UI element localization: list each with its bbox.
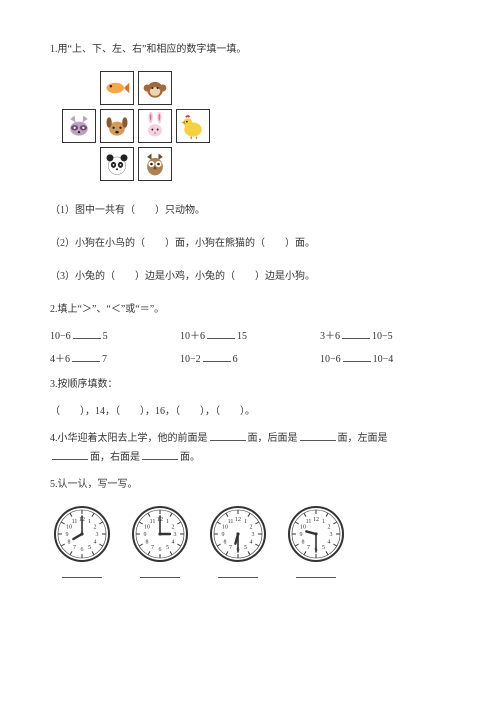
svg-text:7: 7 bbox=[307, 545, 310, 551]
monkey-icon bbox=[138, 71, 172, 105]
svg-text:11: 11 bbox=[150, 519, 156, 525]
clock-1: 121234567891011 bbox=[54, 506, 110, 578]
svg-text:11: 11 bbox=[228, 519, 234, 525]
svg-text:12: 12 bbox=[235, 517, 241, 523]
rabbit-icon bbox=[138, 109, 172, 143]
clock-4: 121234567891011 bbox=[288, 506, 344, 578]
svg-text:2: 2 bbox=[249, 525, 252, 531]
clock-2: 121234567891011 bbox=[132, 506, 188, 578]
fish-icon bbox=[100, 71, 134, 105]
equation-item: 4＋67 bbox=[50, 350, 180, 369]
q1-sub3: （3）小兔的（ ）边是小鸡，小兔的（ ）边是小狗。 bbox=[50, 267, 450, 286]
q4-d: 面，右面是 bbox=[90, 452, 140, 463]
q2-title: 2.填上“＞”、“＜”或“＝”。 bbox=[50, 300, 450, 319]
clock-3: 121234567891011 bbox=[210, 506, 266, 578]
svg-text:8: 8 bbox=[224, 540, 227, 546]
svg-text:7: 7 bbox=[73, 545, 76, 551]
clock-answer-blank bbox=[140, 568, 180, 578]
svg-text:9: 9 bbox=[300, 532, 303, 538]
svg-text:12: 12 bbox=[313, 517, 319, 523]
svg-text:4: 4 bbox=[171, 540, 174, 546]
svg-text:4: 4 bbox=[327, 540, 330, 546]
svg-text:5: 5 bbox=[88, 545, 91, 551]
svg-text:6: 6 bbox=[159, 547, 162, 553]
svg-text:8: 8 bbox=[302, 540, 305, 546]
svg-text:1: 1 bbox=[88, 519, 91, 525]
q4-b: 面，后面是 bbox=[248, 433, 298, 444]
svg-text:8: 8 bbox=[68, 540, 71, 546]
svg-text:11: 11 bbox=[72, 519, 78, 525]
svg-text:4: 4 bbox=[93, 540, 96, 546]
svg-text:2: 2 bbox=[93, 525, 96, 531]
equation-item: 10＋615 bbox=[180, 327, 320, 346]
raccoon-icon bbox=[62, 109, 96, 143]
dog-icon bbox=[100, 109, 134, 143]
equation-item: 10−26 bbox=[180, 350, 320, 369]
svg-text:2: 2 bbox=[171, 525, 174, 531]
q4-blank4 bbox=[142, 450, 178, 460]
q4-blank1 bbox=[210, 431, 246, 441]
q4-blank2 bbox=[300, 431, 336, 441]
svg-text:5: 5 bbox=[166, 545, 169, 551]
svg-text:6: 6 bbox=[81, 547, 84, 553]
svg-text:9: 9 bbox=[144, 532, 147, 538]
svg-text:7: 7 bbox=[229, 545, 232, 551]
svg-text:3: 3 bbox=[252, 532, 255, 538]
svg-text:9: 9 bbox=[66, 532, 69, 538]
svg-text:4: 4 bbox=[249, 540, 252, 546]
q1-sub1: （1）图中一共有（ ）只动物。 bbox=[50, 201, 450, 220]
q4-c: 面，左面是 bbox=[338, 433, 388, 444]
clock-answer-blank bbox=[62, 568, 102, 578]
svg-text:10: 10 bbox=[300, 525, 306, 531]
q4-a: 4.小华迎着太阳去上学，他的前面是 bbox=[50, 433, 208, 444]
worksheet-page: 1.用“上、下、左、右”和相应的数字填一填。 （1）图中一共有（ ）只动物。 （… bbox=[0, 0, 500, 707]
svg-text:3: 3 bbox=[96, 532, 99, 538]
animal-grid bbox=[60, 69, 450, 183]
q4-blank3 bbox=[52, 450, 88, 460]
q1-title: 1.用“上、下、左、右”和相应的数字填一填。 bbox=[50, 40, 450, 59]
svg-text:10: 10 bbox=[144, 525, 150, 531]
clock-answer-blank bbox=[218, 568, 258, 578]
svg-text:1: 1 bbox=[322, 519, 325, 525]
panda-icon bbox=[100, 147, 134, 181]
equation-item: 10−65 bbox=[50, 327, 180, 346]
svg-text:1: 1 bbox=[166, 519, 169, 525]
q5-title: 5.认一认，写一写。 bbox=[50, 475, 450, 494]
svg-text:10: 10 bbox=[66, 525, 72, 531]
q2-equations: 10−6510＋6153＋610−5 4＋6710−2610−610−4 bbox=[50, 327, 450, 369]
equation-item: 3＋610−5 bbox=[320, 327, 440, 346]
owl-icon bbox=[138, 147, 172, 181]
q3-sequence: （ ），14，（ ），16，（ ），（ ）。 bbox=[50, 402, 450, 421]
svg-text:2: 2 bbox=[327, 525, 330, 531]
svg-text:8: 8 bbox=[146, 540, 149, 546]
svg-text:5: 5 bbox=[244, 545, 247, 551]
svg-text:1: 1 bbox=[244, 519, 247, 525]
svg-text:10: 10 bbox=[222, 525, 228, 531]
svg-text:5: 5 bbox=[322, 545, 325, 551]
svg-text:3: 3 bbox=[174, 532, 177, 538]
q1-sub2: （2）小狗在小鸟的（ ）面，小狗在熊猫的（ ）面。 bbox=[50, 234, 450, 253]
svg-text:3: 3 bbox=[330, 532, 333, 538]
equation-item: 10−610−4 bbox=[320, 350, 440, 369]
svg-text:9: 9 bbox=[222, 532, 225, 538]
svg-text:7: 7 bbox=[151, 545, 154, 551]
chicken-icon bbox=[176, 109, 210, 143]
svg-text:11: 11 bbox=[306, 519, 312, 525]
clock-answer-blank bbox=[296, 568, 336, 578]
q4-e: 面。 bbox=[180, 452, 200, 463]
clock-row: 121234567891011 121234567891011 12123456… bbox=[54, 506, 450, 578]
q4-text: 4.小华迎着太阳去上学，他的前面是 面，后面是 面，左面是 面，右面是 面。 bbox=[50, 429, 450, 467]
q3-title: 3.按顺序填数： bbox=[50, 375, 450, 394]
